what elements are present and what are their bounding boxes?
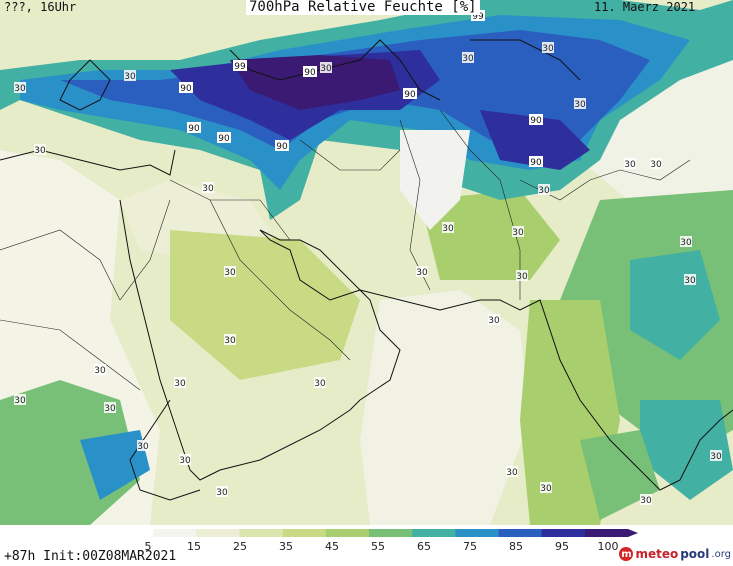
- colorbar-segment: [325, 529, 370, 537]
- colorbar-segment: [153, 529, 197, 537]
- contour-label-30: 30: [710, 452, 722, 462]
- contour-label-30: 30: [94, 366, 106, 376]
- contour-label-99: 99: [472, 12, 484, 22]
- colorbar-segment: [541, 529, 586, 537]
- contour-labels: 30 30 30 30 30 30 30 30 30 30 30 30 30 3…: [14, 10, 722, 506]
- colorbar-segment: [455, 529, 499, 537]
- contour-label-30: 30: [650, 160, 662, 170]
- contour-label-30: 30: [506, 468, 518, 478]
- contour-label-30: 30: [14, 396, 26, 406]
- colorbar-segment: [412, 529, 456, 537]
- colorbar-arrow: [628, 529, 638, 537]
- contour-label-99: 99: [234, 62, 246, 72]
- contour-label-30: 30: [542, 44, 554, 54]
- contour-label-30: 30: [512, 228, 524, 238]
- brand-text-pool: pool: [680, 547, 710, 561]
- contour-label-90: 90: [530, 158, 542, 168]
- contour-label-30: 30: [202, 184, 214, 194]
- contour-label-30: 30: [640, 496, 652, 506]
- valid-date-label: 11. Maerz 2021: [594, 0, 696, 14]
- footer: 5 15 25 35 45 55 65 75 85 95 100 +87h Init:00Z08MA…: [0, 525, 733, 566]
- contour-label-90: 90: [404, 90, 416, 100]
- contour-label-30: 30: [684, 276, 696, 286]
- contour-label-30: 30: [124, 72, 136, 82]
- colorbar-segment: [498, 529, 543, 537]
- colorbar-tick-label: 15: [187, 540, 201, 553]
- model-run-label: +87h Init:00Z08MAR2021: [4, 549, 177, 564]
- meteopool-logo-icon: m: [619, 547, 634, 561]
- contour-label-30: 30: [680, 238, 692, 248]
- contour-label-30: 30: [442, 224, 454, 234]
- contour-label-30: 30: [462, 54, 474, 64]
- colorbar-segment: [110, 529, 154, 537]
- colorbar-tick-label: 85: [509, 540, 523, 553]
- contour-label-30: 30: [320, 64, 332, 74]
- contour-label-30: 30: [224, 336, 236, 346]
- colorbar-tick-label: 25: [233, 540, 247, 553]
- contour-label-90: 90: [276, 142, 288, 152]
- contour-label-90: 90: [304, 68, 316, 78]
- humidity-map: 30 30 30 30 30 30 30 30 30 30 30 30 30 3…: [0, 0, 733, 525]
- contour-label-90: 90: [180, 84, 192, 94]
- colorbar-tick-label: 75: [463, 540, 477, 553]
- contour-label-30: 30: [224, 268, 236, 278]
- brand-text-org: .org: [711, 548, 731, 560]
- contour-label-30: 30: [540, 484, 552, 494]
- contour-label-30: 30: [516, 272, 528, 282]
- colorbar-segment: [282, 529, 327, 537]
- colorbar-tick-label: 95: [555, 540, 569, 553]
- map-title: 700hPa Relative Feuchte [%]: [246, 0, 480, 15]
- contour-label-30: 30: [488, 316, 500, 326]
- colorbar-segment: [196, 529, 240, 537]
- colorbar: [110, 529, 638, 537]
- contour-label-30: 30: [416, 268, 428, 278]
- colorbar-segment: [584, 529, 629, 537]
- contour-label-30: 30: [174, 379, 186, 389]
- colorbar-segment: [239, 529, 284, 537]
- contour-label-30: 30: [216, 488, 228, 498]
- contour-label-90: 90: [218, 134, 230, 144]
- colorbar-tick-label: 100: [597, 540, 619, 553]
- colorbar-tick-label: 5: [144, 540, 152, 553]
- map-canvas: 30 30 30 30 30 30 30 30 30 30 30 30 30 3…: [0, 0, 733, 525]
- colorbar-tick-label: 45: [325, 540, 339, 553]
- forecast-time-label: ???, 16Uhr: [4, 0, 77, 14]
- brand-text-meteo: meteo: [635, 547, 679, 561]
- contour-label-30: 30: [314, 379, 326, 389]
- contour-label-30: 30: [574, 100, 586, 110]
- brand-logo[interactable]: m meteo pool .org: [619, 547, 731, 561]
- colorbar-tick-label: 55: [371, 540, 385, 553]
- contour-label-30: 30: [179, 456, 191, 466]
- contour-label-30: 30: [538, 186, 550, 196]
- contour-label-30: 30: [137, 442, 149, 452]
- contour-label-30: 30: [34, 146, 46, 156]
- contour-label-30: 30: [104, 404, 116, 414]
- colorbar-tick-label: 35: [279, 540, 293, 553]
- contour-label-90: 90: [188, 124, 200, 134]
- colorbar-tick-label: 65: [417, 540, 431, 553]
- contour-label-30: 30: [624, 160, 636, 170]
- colorbar-segment: [369, 529, 413, 537]
- contour-label-30: 30: [14, 84, 26, 94]
- contour-label-90: 90: [530, 116, 542, 126]
